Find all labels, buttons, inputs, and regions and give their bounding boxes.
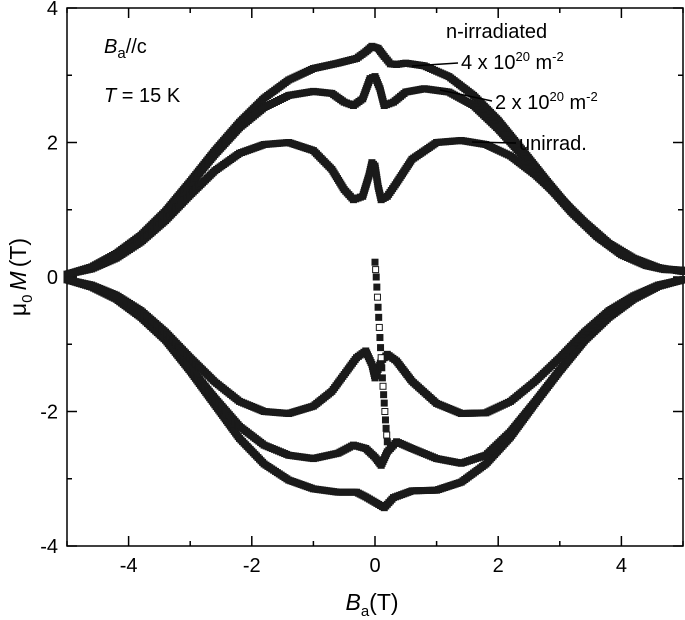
- data-point: [378, 374, 386, 382]
- data-point: [372, 266, 380, 274]
- leader-line-unirrad: [471, 141, 517, 144]
- annotation-irradiation-header: n-irradiated: [446, 21, 547, 43]
- data-point: [380, 399, 388, 407]
- label-4e20-unit-exp: -2: [552, 49, 564, 64]
- label-2e20-text: 2 x 10: [495, 92, 549, 114]
- data-point: [375, 323, 383, 331]
- y-tick-label: 0: [47, 267, 58, 289]
- x-axis-label: Ba(T): [345, 589, 398, 620]
- x-axis-label-main: B: [345, 589, 360, 615]
- data-point: [376, 334, 384, 342]
- data-point: [381, 416, 389, 424]
- x-tick-label: 0: [369, 555, 380, 577]
- y-tick-label: -4: [40, 536, 58, 558]
- data-point: [372, 273, 380, 281]
- tick-labels: -4 -2 0 2 4 -4 -2 0 2 4: [40, 0, 627, 577]
- data-point: [383, 438, 391, 446]
- data-point: [375, 313, 383, 321]
- annotation-label-unirrad: unirrad.: [519, 133, 587, 155]
- x-tick-label: -4: [120, 555, 138, 577]
- y-tick-label: 2: [47, 133, 58, 155]
- leader-line-4e20: [411, 62, 459, 67]
- data-point: [374, 303, 382, 311]
- annotation-label-2e20: 2 x 1020 m-2: [495, 89, 598, 114]
- label-2e20-unit: m: [564, 92, 586, 114]
- data-point: [373, 293, 381, 301]
- x-tick-label: -2: [243, 555, 261, 577]
- x-axis-label-sub: a: [361, 603, 370, 620]
- leader-line-2e20: [439, 89, 493, 102]
- label-4e20-text: 4 x 10: [461, 52, 515, 74]
- data-point: [371, 258, 379, 266]
- label-2e20-exp: 20: [549, 89, 563, 104]
- label-2e20-unit-exp: -2: [586, 89, 598, 104]
- data-point: [380, 391, 388, 399]
- y-axis-label-unit: (T): [5, 238, 31, 267]
- label-4e20-exp: 20: [515, 49, 529, 64]
- y-axis-label: μ0 M (T): [5, 238, 36, 316]
- data-point: [679, 276, 685, 284]
- y-tick-label: -2: [40, 402, 58, 424]
- data-markers: [63, 42, 685, 512]
- data-point: [382, 424, 390, 432]
- y-axis-label-sub: 0: [19, 294, 36, 302]
- y-axis-label-main: M: [5, 270, 31, 290]
- temperature-rest: = 15 K: [116, 85, 181, 107]
- x-tick-label: 2: [493, 555, 504, 577]
- axis-ticks: [66, 7, 684, 547]
- field-dir-rest: //c: [126, 36, 147, 58]
- annotation-field-direction: Ba//c: [104, 36, 147, 62]
- x-tick-label: 4: [616, 555, 627, 577]
- y-axis-label-pre: μ: [5, 303, 31, 316]
- label-4e20-unit: m: [530, 52, 552, 74]
- annotation-label-4e20: 4 x 1020 m-2: [461, 49, 564, 74]
- data-point: [379, 382, 387, 390]
- data-point: [679, 268, 685, 276]
- data-point: [381, 408, 389, 415]
- x-axis-label-unit: (T): [369, 589, 398, 615]
- field-dir-main: B: [104, 36, 117, 58]
- data-point: [378, 364, 386, 372]
- field-dir-sub: a: [117, 45, 126, 62]
- temperature-sym: T: [104, 85, 118, 107]
- data-point: [383, 431, 391, 439]
- y-tick-label: 4: [47, 0, 58, 20]
- data-point: [373, 283, 381, 291]
- data-point: [377, 354, 385, 362]
- annotation-temperature: T = 15 K: [104, 85, 181, 107]
- data-point: [377, 344, 385, 352]
